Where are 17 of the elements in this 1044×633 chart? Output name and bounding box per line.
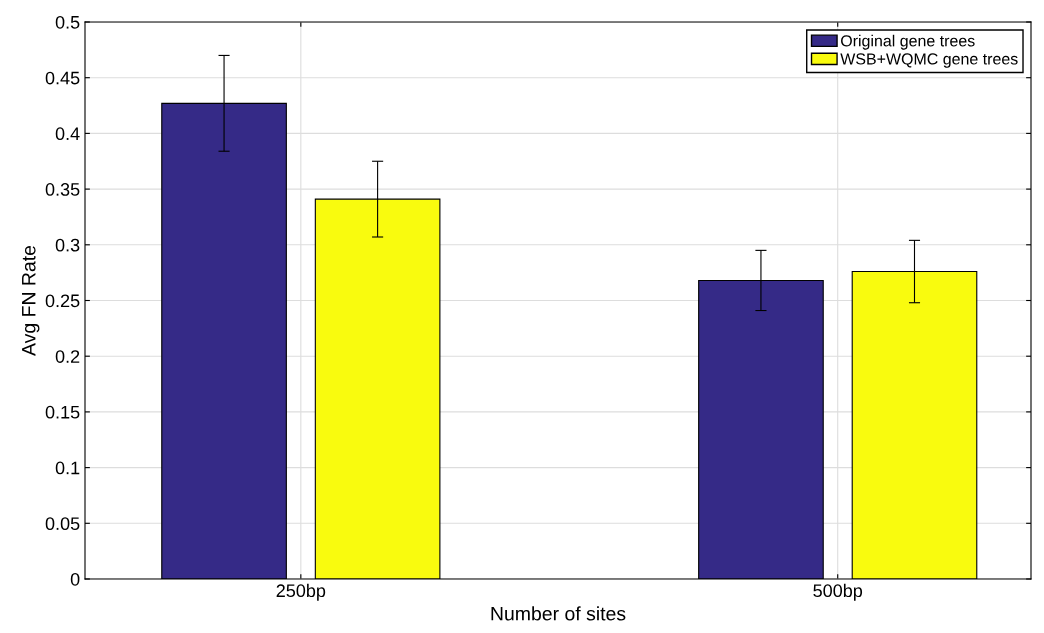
- y-tick-label: 0: [70, 572, 80, 586]
- y-tick-label: 0.35: [45, 183, 80, 196]
- y-tick-label: 0.25: [45, 294, 80, 308]
- y-axis-title: Avg FN Rate: [22, 245, 40, 356]
- y-tick-label: 0.1: [55, 461, 80, 475]
- y-tick-label: 0.15: [45, 405, 80, 419]
- x-tick-label: 500bp: [813, 583, 863, 601]
- y-tick-label: 0.4: [55, 127, 80, 141]
- legend-label: Original gene trees: [841, 34, 975, 50]
- x-axis-title: Number of sites: [491, 606, 626, 621]
- y-tick-label: 0.5: [55, 15, 80, 29]
- y-tick-label: 0.3: [55, 238, 80, 252]
- x-tick-label: 250bp: [276, 583, 326, 601]
- y-tick-label: 0.05: [45, 517, 80, 531]
- y-tick-label: 0.2: [55, 350, 80, 363]
- legend-label: WSB+WQMC gene trees: [840, 53, 1018, 68]
- y-tick-label: 0.45: [45, 71, 80, 85]
